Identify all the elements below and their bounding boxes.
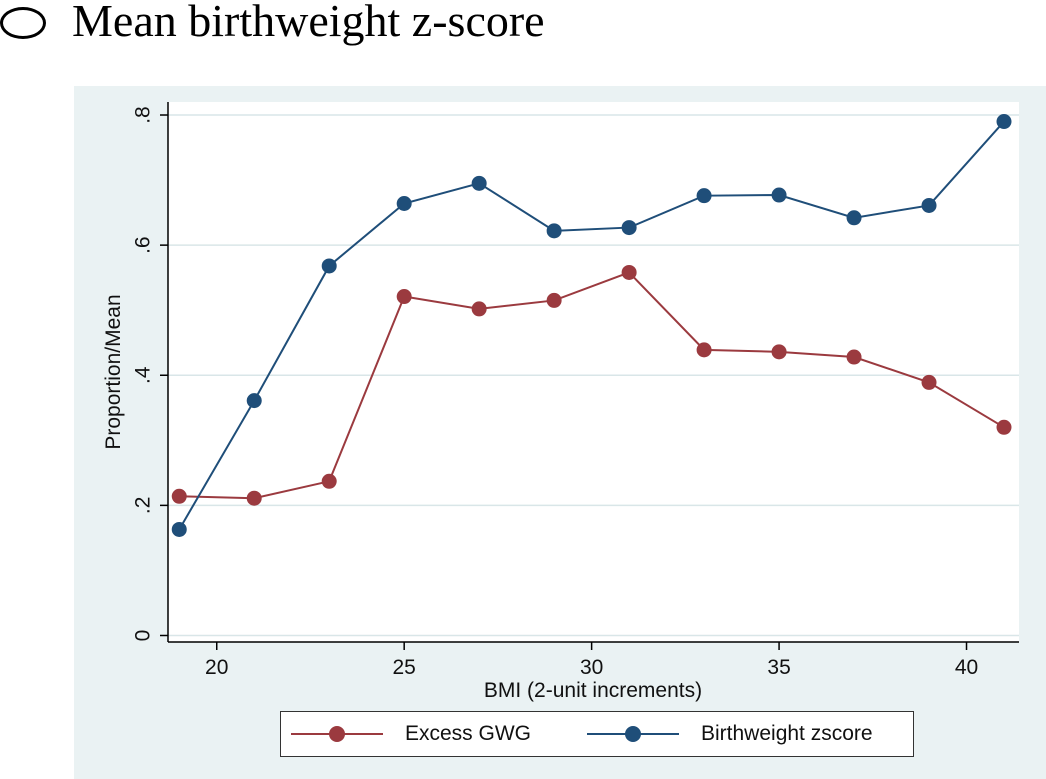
data-point-birthweight-zscore	[621, 220, 637, 236]
data-point-birthweight-zscore	[171, 521, 187, 537]
data-point-excess-gwg	[246, 490, 262, 506]
x-tick-label: 40	[955, 656, 978, 679]
x-tick-label: 20	[205, 656, 228, 679]
x-tick-label: 25	[393, 656, 416, 679]
y-tick-label: .6	[132, 236, 155, 254]
data-point-excess-gwg	[546, 292, 562, 308]
x-axis-label: BMI (2-unit increments)	[484, 679, 702, 702]
data-point-birthweight-zscore	[846, 210, 862, 226]
x-tick-label: 35	[767, 656, 790, 679]
chart-area: 0 .2 .4 .6 .8 20 25 30 35 40 BMI (2-unit incremen…	[74, 86, 1046, 779]
legend-label-birthweight-zscore: Birthweight zscore	[701, 722, 873, 745]
data-point-excess-gwg	[696, 342, 712, 358]
panel-title: Mean birthweight z-score	[0, 0, 545, 47]
series-layer	[171, 114, 1012, 537]
data-point-birthweight-zscore	[396, 195, 412, 211]
data-point-excess-gwg	[621, 264, 637, 280]
data-point-excess-gwg	[471, 301, 487, 317]
y-tick-label: .4	[132, 366, 155, 384]
panel-letter-circle-icon	[0, 6, 46, 39]
legend-item-excess-gwg: Excess GWG	[291, 712, 531, 756]
plot-area	[168, 102, 1019, 642]
grid-lines	[168, 114, 1019, 637]
data-point-birthweight-zscore	[246, 393, 262, 409]
data-point-birthweight-zscore	[921, 197, 937, 213]
y-axis-label: Proportion/Mean	[102, 294, 125, 449]
y-tick-label: .8	[132, 106, 155, 124]
chart-legend: Excess GWG Birthweight zscore	[280, 711, 914, 757]
y-tick-label: 0	[132, 630, 155, 642]
data-point-excess-gwg	[171, 488, 187, 504]
y-tick-label: .2	[132, 497, 155, 515]
data-point-birthweight-zscore	[321, 258, 337, 274]
data-point-birthweight-zscore	[471, 175, 487, 191]
x-tick-label: 30	[580, 656, 603, 679]
data-point-excess-gwg	[771, 344, 787, 360]
data-point-excess-gwg	[396, 289, 412, 305]
series-line-birthweight-zscore	[178, 120, 1005, 530]
data-point-excess-gwg	[846, 349, 862, 365]
data-point-birthweight-zscore	[771, 187, 787, 203]
data-point-birthweight-zscore	[996, 114, 1012, 130]
legend-item-birthweight-zscore: Birthweight zscore	[587, 712, 873, 756]
series-line-excess-gwg	[179, 271, 1005, 500]
axis-ticks: 0 .2 .4 .6 .8 20 25 30 35 40	[132, 106, 979, 679]
data-point-excess-gwg	[921, 374, 937, 390]
data-point-excess-gwg	[321, 473, 337, 489]
data-point-birthweight-zscore	[546, 223, 562, 239]
legend-label-excess-gwg: Excess GWG	[405, 722, 532, 745]
line-chart: 0 .2 .4 .6 .8 20 25 30 35 40 BMI (2-unit incremen…	[102, 102, 1019, 702]
data-point-excess-gwg	[996, 419, 1012, 435]
birthweight-zscore-swatch-icon	[587, 712, 679, 756]
excess-gwg-swatch-icon	[291, 712, 383, 756]
panel-title-text: Mean birthweight z-score	[72, 0, 545, 46]
data-point-birthweight-zscore	[696, 188, 712, 204]
